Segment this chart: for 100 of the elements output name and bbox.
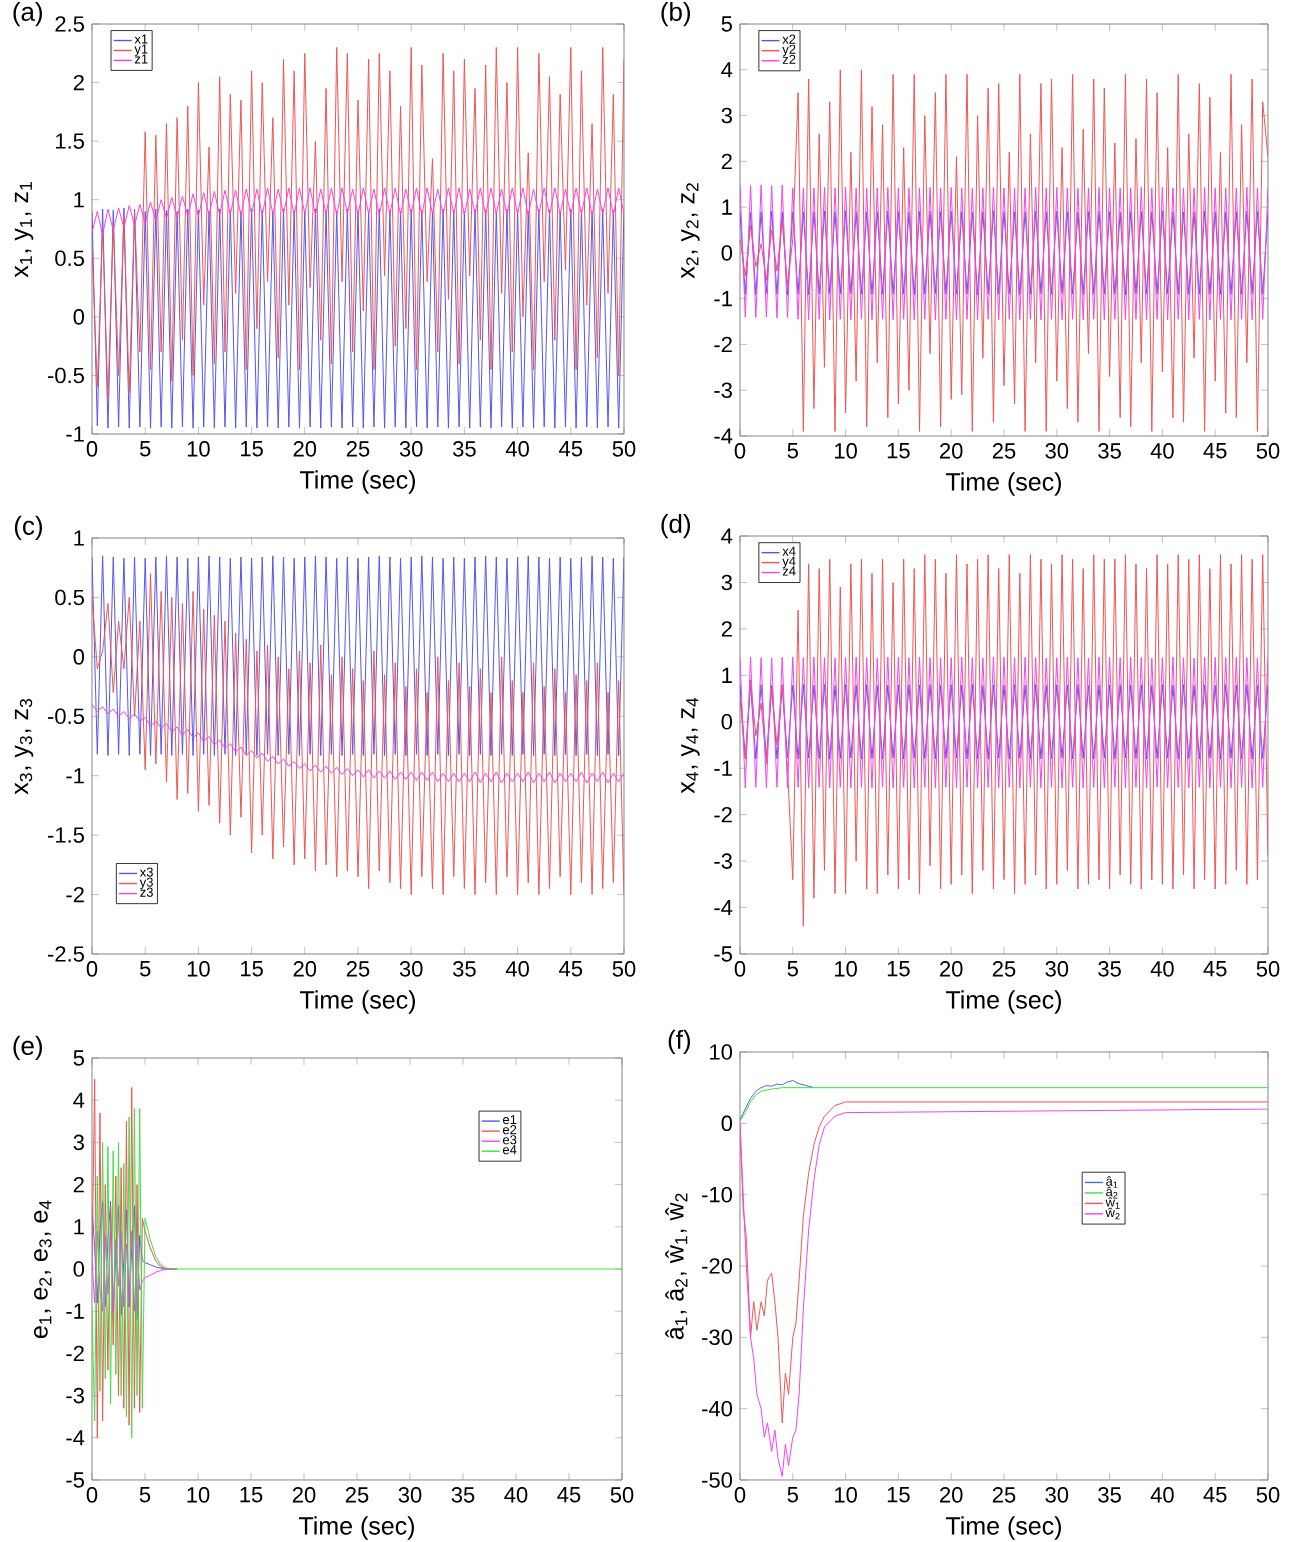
x-tick-label: 10 — [187, 441, 210, 457]
x-tick-label: 45 — [1203, 1487, 1227, 1503]
y-tick-label: -2 — [66, 886, 84, 903]
x-tick-label: 45 — [559, 961, 583, 977]
line-series — [92, 703, 624, 784]
chart-title: (e) — [13, 1035, 42, 1061]
y-tick-label: 2 — [73, 1176, 84, 1193]
x-tick-label: 50 — [1256, 1487, 1280, 1503]
x-tick-label: 40 — [505, 441, 529, 457]
y-axis-title: â$_{1}$, â$_{2}$, ŵ$_{1}$, ŵ$_{2}$ — [665, 1193, 688, 1340]
y-tick-label: 0.5 — [55, 250, 84, 267]
y-axis-title: x$_{2}$, y$_{2}$, z$_{2}$ — [681, 183, 700, 279]
y-tick-label: -2 — [714, 336, 732, 353]
y-tick-label: -4 — [66, 1430, 85, 1446]
x-tick-label: 35 — [451, 1487, 475, 1503]
y-tick-label: -5 — [66, 1472, 84, 1488]
y-tick-label: 0 — [721, 245, 733, 261]
chart-title: (f) — [668, 1029, 690, 1055]
line-series — [739, 656, 1268, 789]
y-axis-title: x$_{4}$, y$_{4}$, z$_{4}$ — [681, 697, 700, 794]
line-series — [92, 555, 624, 756]
x-tick-label: 10 — [835, 443, 857, 459]
x-tick-label: 20 — [293, 961, 317, 977]
x-tick-label: 35 — [1098, 961, 1121, 977]
x-tick-label: 20 — [940, 443, 963, 459]
x-tick-label: 0 — [86, 961, 98, 977]
y-tick-label: -3 — [714, 382, 732, 399]
x-tick-label: 25 — [992, 1487, 1016, 1503]
x-tick-label: 50 — [1256, 961, 1280, 977]
x-tick-label: 5 — [139, 1487, 151, 1503]
y-tick-label: -1 — [714, 760, 732, 776]
x-tick-label: 20 — [293, 441, 317, 457]
line-series — [739, 184, 1268, 321]
x-tick-label: 15 — [240, 1487, 263, 1503]
x-tick-label: 35 — [1098, 1487, 1121, 1503]
y-tick-label: 1 — [74, 192, 84, 208]
x-tick-label: 15 — [887, 443, 910, 459]
y-tick-label: -40 — [702, 1400, 733, 1417]
y-tick-label: 0 — [721, 714, 733, 730]
line-series — [739, 69, 1268, 432]
y-tick-label: -4 — [714, 900, 733, 916]
x-tick-label: 30 — [399, 441, 423, 457]
x-tick-label: 50 — [610, 1487, 634, 1503]
x-tick-label: 35 — [453, 961, 476, 977]
y-tick-label: 0 — [73, 309, 85, 325]
x-tick-label: 45 — [1203, 443, 1227, 459]
x-axis-title: Time (sec) — [945, 1516, 1061, 1540]
y-tick-label: 1.5 — [56, 133, 84, 149]
y-tick-label: -20 — [702, 1258, 733, 1274]
y-tick-label: -0.5 — [47, 367, 84, 384]
x-tick-label: 5 — [139, 441, 151, 457]
x-tick-label: 45 — [1203, 961, 1227, 977]
y-tick-label: -5 — [714, 946, 732, 962]
chart-title: (b) — [661, 1, 690, 27]
x-tick-label: 0 — [86, 1487, 98, 1503]
chart-title: (d) — [661, 513, 690, 539]
x-tick-label: 15 — [241, 441, 263, 457]
y-tick-label: 1 — [74, 1219, 84, 1235]
chart-title: (c) — [14, 515, 42, 541]
y-tick-label: -2.5 — [47, 946, 84, 962]
x-tick-label: 30 — [1045, 1487, 1069, 1503]
y-tick-label: 5 — [73, 1050, 84, 1066]
x-tick-label: 40 — [1150, 1487, 1174, 1503]
x-axis-title: Time (sec) — [300, 990, 415, 1014]
y-tick-label: 2 — [721, 621, 732, 637]
y-tick-label: 2.5 — [55, 16, 84, 32]
y-tick-label: 2 — [73, 74, 84, 91]
line-series — [739, 554, 1268, 927]
x-tick-label: 40 — [505, 961, 529, 977]
x-tick-label: 15 — [887, 961, 910, 977]
x-tick-label: 25 — [992, 961, 1016, 977]
x-tick-label: 50 — [612, 441, 636, 457]
y-tick-label: 4 — [721, 528, 733, 544]
y-tick-label: 10 — [710, 1044, 733, 1060]
y-tick-label: 1 — [722, 199, 732, 215]
y-tick-label: -1 — [66, 426, 84, 442]
x-axis-title: Time (sec) — [299, 1516, 414, 1540]
x-tick-label: 15 — [241, 961, 263, 977]
x-tick-label: 25 — [346, 961, 370, 977]
x-axis-title: Time (sec) — [945, 990, 1061, 1014]
x-axis-title: Time (sec) — [300, 470, 415, 494]
x-tick-label: 25 — [992, 443, 1016, 459]
y-tick-label: -3 — [66, 1387, 84, 1404]
x-tick-label: 45 — [557, 1487, 581, 1503]
x-tick-label: 40 — [1150, 443, 1174, 459]
line-series — [739, 1101, 1268, 1424]
x-tick-label: 50 — [1256, 443, 1280, 459]
x-tick-label: 10 — [187, 961, 210, 977]
y-tick-label: -0.5 — [47, 708, 84, 725]
y-tick-label: 2 — [721, 153, 732, 170]
y-tick-label: -3 — [714, 853, 732, 869]
line-series — [92, 46, 624, 400]
x-tick-label: 35 — [453, 441, 476, 457]
line-series — [92, 573, 624, 896]
y-tick-label: -30 — [702, 1329, 733, 1346]
y-tick-label: 0 — [721, 1115, 733, 1132]
x-tick-label: 30 — [398, 1487, 422, 1503]
x-tick-label: 5 — [787, 443, 798, 459]
y-tick-label: -2 — [66, 1345, 84, 1362]
line-series — [92, 187, 624, 236]
